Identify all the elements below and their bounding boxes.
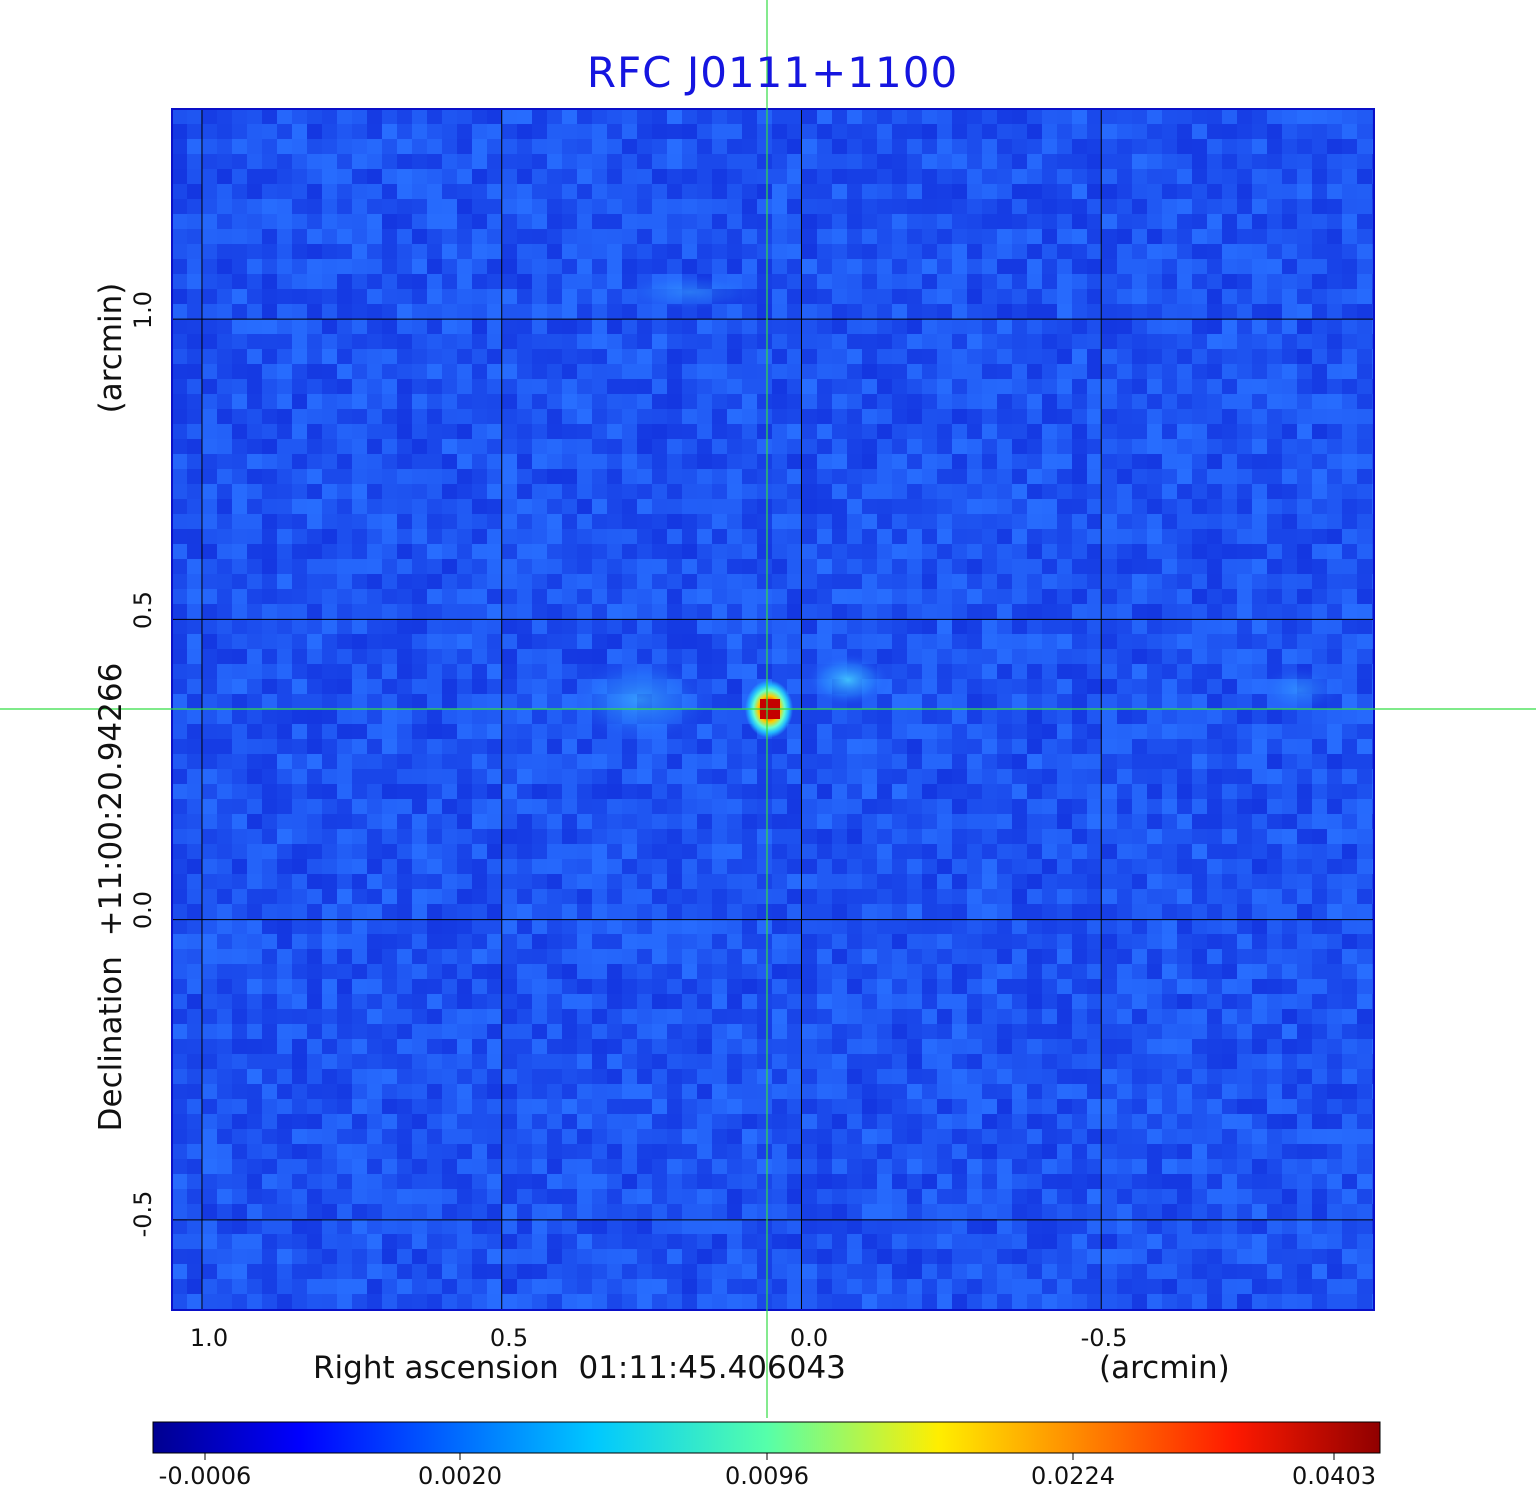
colorbar-tick-label: 0.0020 — [418, 1462, 502, 1490]
y-axis-label: Declination +11:00:20.94266 — [93, 662, 129, 1132]
y-tick-label: 0.5 — [129, 590, 157, 630]
x-tick-label: 0.0 — [789, 1324, 829, 1352]
colorbar-tick-label: 0.0224 — [1031, 1462, 1115, 1490]
y-tick-label: 1.0 — [129, 290, 157, 330]
colorbar-tick-label: -0.0006 — [158, 1462, 252, 1490]
y-tick-label: 0.0 — [129, 890, 157, 930]
y-axis-unit: (arcmin) — [93, 282, 129, 414]
x-axis-label: Right ascension 01:11:45.406043 — [313, 1350, 846, 1386]
x-axis-unit: (arcmin) — [1099, 1350, 1230, 1386]
colorbar-tick-label: 0.0096 — [725, 1462, 809, 1490]
colorbar — [152, 1421, 1381, 1454]
image-noise-field — [172, 109, 1374, 1310]
colorbar-tick-marks — [204, 1453, 1335, 1460]
x-tick-label: 0.5 — [489, 1324, 529, 1352]
figure-title: RFC J0111+1100 — [586, 48, 959, 97]
colorbar-tick-label: 0.0403 — [1292, 1462, 1376, 1490]
x-tick-label: 1.0 — [189, 1324, 229, 1352]
extended-emission — [570, 274, 1340, 742]
x-tick-label: -0.5 — [1080, 1324, 1128, 1352]
y-tick-label: -0.5 — [129, 1190, 157, 1238]
